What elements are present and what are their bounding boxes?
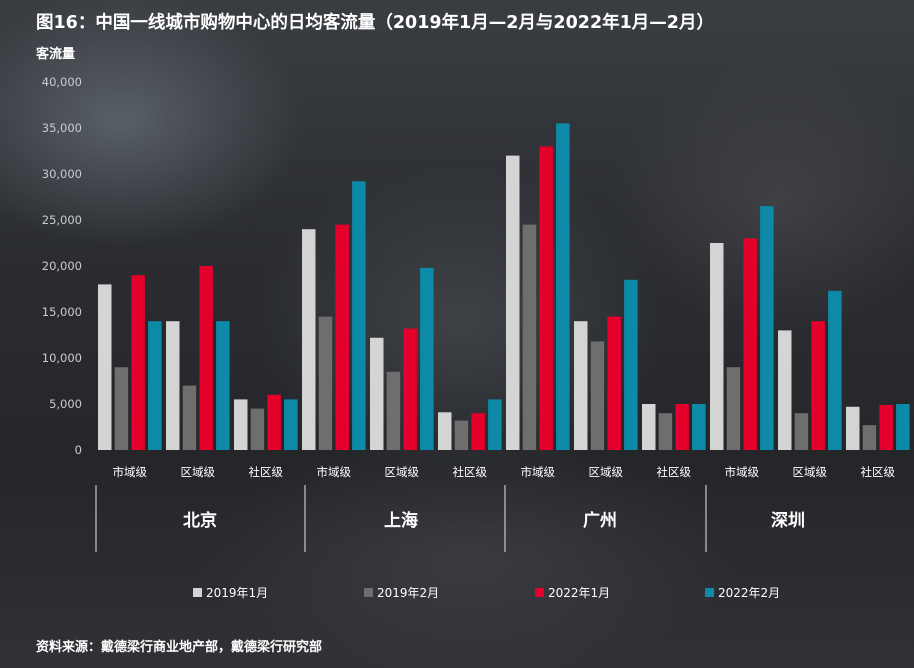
y-tick-label: 10,000 [42, 351, 82, 365]
bar-广州-区域级-2019年1月 [574, 321, 588, 450]
bar-上海-市域级-2019年2月 [318, 316, 333, 450]
city-label: 深圳 [771, 510, 805, 531]
y-tick-label: 0 [75, 443, 82, 457]
bar-北京-社区级-2019年2月 [250, 408, 265, 450]
city-label: 广州 [583, 510, 617, 531]
legend-swatch [535, 588, 544, 597]
bar-广州-社区级-2019年1月 [642, 404, 656, 450]
category-label: 市域级 [317, 465, 352, 479]
category-label: 社区级 [249, 465, 284, 479]
category-label: 社区级 [861, 465, 896, 479]
bar-上海-市域级-2022年1月 [335, 224, 349, 450]
bar-上海-社区级-2022年1月 [471, 413, 485, 450]
source-note: 资料来源：戴德梁行商业地产部，戴德梁行研究部 [36, 640, 323, 655]
bar-上海-社区级-2019年1月 [438, 412, 452, 450]
bar-上海-区域级-2022年1月 [403, 328, 417, 450]
legend-label: 2019年1月 [206, 586, 268, 600]
bar-深圳-区域级-2022年2月 [828, 290, 842, 450]
category-label: 区域级 [385, 465, 420, 479]
legend-label: 2019年2月 [377, 586, 439, 600]
bar-广州-社区级-2022年1月 [675, 404, 689, 450]
category-labels: 市域级 区域级 社区级 市域级 区域级 社区级 市域级 区域级 社区级 市域级 区域级 社区级 [113, 465, 896, 479]
bar-深圳-市域级-2019年1月 [710, 243, 724, 450]
bar-深圳-社区级-2019年2月 [862, 425, 877, 450]
category-label: 社区级 [657, 465, 692, 479]
bar-上海-社区级-2019年2月 [454, 420, 469, 450]
y-tick-label: 15,000 [42, 305, 82, 319]
bar-上海-市域级-2022年2月 [352, 181, 366, 451]
category-label: 区域级 [181, 465, 216, 479]
bar-上海-区域级-2019年1月 [370, 337, 384, 450]
bar-深圳-社区级-2022年2月 [896, 404, 910, 450]
bar-深圳-社区级-2019年1月 [846, 406, 860, 450]
bar-上海-区域级-2019年2月 [386, 371, 401, 450]
bar-广州-区域级-2019年2月 [590, 341, 605, 450]
bar-深圳-市域级-2019年2月 [726, 367, 741, 450]
bar-广州-社区级-2022年2月 [692, 404, 706, 450]
category-label: 市域级 [113, 465, 148, 479]
y-tick-label: 40,000 [42, 75, 82, 89]
bar-北京-市域级-2019年2月 [114, 367, 129, 450]
bar-深圳-市域级-2022年2月 [760, 206, 774, 450]
y-tick-label: 30,000 [42, 167, 82, 181]
bar-广州-区域级-2022年1月 [607, 316, 621, 450]
category-label: 社区级 [453, 465, 488, 479]
y-axis-label: 客流量 [36, 47, 76, 62]
bar-深圳-区域级-2022年1月 [811, 321, 825, 450]
bar-深圳-市域级-2022年1月 [743, 238, 757, 450]
category-label: 区域级 [793, 465, 828, 479]
bar-北京-区域级-2019年2月 [182, 385, 197, 450]
bars [98, 123, 910, 451]
bar-北京-区域级-2022年2月 [216, 321, 230, 450]
category-label: 区域级 [589, 465, 624, 479]
bar-北京-区域级-2022年1月 [199, 266, 213, 450]
bar-广州-社区级-2019年2月 [658, 413, 673, 450]
legend-swatch [364, 588, 373, 597]
bar-北京-社区级-2019年1月 [234, 399, 248, 450]
bar-广州-市域级-2019年2月 [522, 224, 537, 450]
group-dividers [95, 485, 707, 552]
legend-swatch [705, 588, 714, 597]
y-axis-ticks: 0 5,000 10,000 15,000 20,000 25,000 30,000 35,0… [42, 75, 82, 457]
legend-swatch [193, 588, 202, 597]
chart-title: 图16：中国一线城市购物中心的日均客流量（2019年1月—2月与2022年1月—… [36, 13, 714, 33]
bar-上海-区域级-2022年2月 [420, 267, 434, 450]
bar-北京-市域级-2022年2月 [148, 321, 162, 450]
bar-北京-社区级-2022年1月 [267, 394, 281, 450]
legend-label: 2022年1月 [548, 586, 610, 600]
legend-label: 2022年2月 [718, 586, 780, 600]
y-tick-label: 5,000 [49, 397, 82, 411]
bar-北京-社区级-2022年2月 [284, 399, 298, 450]
bar-上海-社区级-2022年2月 [488, 399, 502, 450]
legend: 2019年1月 2019年2月 2022年1月 2022年2月 [193, 586, 780, 600]
bar-广州-市域级-2022年1月 [539, 146, 553, 450]
y-tick-label: 25,000 [42, 213, 82, 227]
y-tick-label: 20,000 [42, 259, 82, 273]
bar-北京-市域级-2019年1月 [98, 284, 112, 450]
bar-深圳-区域级-2019年1月 [778, 330, 792, 450]
bar-广州-市域级-2022年2月 [556, 123, 570, 451]
bar-上海-市域级-2019年1月 [302, 229, 316, 450]
city-label: 北京 [183, 510, 217, 531]
city-label: 上海 [384, 510, 418, 531]
category-label: 市域级 [725, 465, 760, 479]
y-tick-label: 35,000 [42, 121, 82, 135]
bar-广州-区域级-2022年2月 [624, 279, 638, 450]
bar-深圳-社区级-2022年1月 [879, 404, 893, 450]
bar-北京-市域级-2022年1月 [131, 275, 145, 450]
bar-深圳-区域级-2019年2月 [794, 413, 809, 450]
bar-北京-区域级-2019年1月 [166, 321, 180, 450]
city-labels: 北京 上海 广州 深圳 [183, 510, 805, 531]
bar-广州-市域级-2019年1月 [506, 155, 520, 450]
category-label: 市域级 [521, 465, 556, 479]
